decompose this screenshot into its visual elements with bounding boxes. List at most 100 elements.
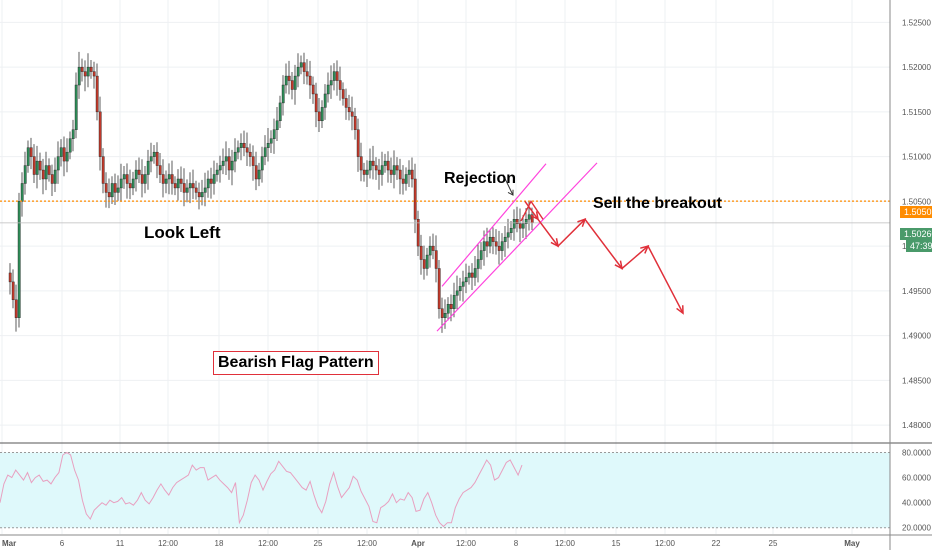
candle-body (344, 98, 348, 108)
channel-lower-line (436, 162, 598, 332)
candle-body (485, 241, 489, 247)
projection-arrowhead (530, 211, 540, 221)
candle-body (158, 165, 162, 175)
candle-body (194, 187, 198, 193)
x-tick-label: 12:00 (456, 539, 477, 548)
candles (8, 51, 534, 333)
candle-body (398, 169, 402, 180)
candle-body (215, 169, 219, 175)
candle-body (527, 214, 531, 220)
candle-body (266, 142, 270, 148)
candle-body (347, 107, 351, 113)
candle-body (473, 268, 477, 278)
x-tick-label: 12:00 (555, 539, 576, 548)
candle-body (353, 116, 357, 130)
candle-body (53, 169, 57, 184)
candle-body (293, 75, 297, 90)
candle-body (155, 151, 159, 166)
candle-body (320, 107, 324, 122)
candle-body (152, 151, 156, 157)
candle-body (41, 169, 45, 180)
candle-body (455, 290, 459, 296)
x-tick-label: 6 (60, 539, 65, 548)
candle-body (59, 147, 63, 157)
candle-body (17, 201, 21, 318)
candle-body (212, 174, 216, 184)
channel-upper-line (441, 163, 547, 287)
candle-body (248, 151, 252, 157)
candle-body (341, 89, 345, 99)
candle-body (518, 223, 522, 229)
candle-body (338, 80, 342, 90)
candle-body (350, 111, 354, 117)
candle-body (305, 71, 309, 77)
drawings (436, 162, 684, 332)
projection-arrowhead (676, 305, 684, 315)
candle-body (161, 174, 165, 184)
x-tick-label: 8 (514, 539, 519, 548)
candle-body (380, 165, 384, 175)
candle-body (227, 156, 231, 171)
x-tick-label: 22 (712, 539, 721, 548)
candle-body (497, 245, 501, 251)
candle-body (137, 169, 141, 175)
candle-body (434, 250, 438, 269)
osc-tick-label: 40.0000 (902, 499, 931, 508)
candle-body (377, 169, 381, 175)
osc-tick-label: 20.0000 (902, 524, 931, 533)
candle-body (425, 254, 429, 269)
candle-body (446, 304, 450, 314)
candle-body (89, 66, 93, 72)
candle-body (182, 183, 186, 193)
candle-body (302, 62, 306, 72)
candle-body (437, 268, 441, 309)
candle-body (251, 156, 255, 166)
candle-body (512, 219, 516, 229)
candle-body (428, 245, 432, 256)
candle-body (335, 71, 339, 81)
x-tick-label: 11 (116, 539, 125, 548)
candle-body (77, 66, 81, 86)
candle-body (143, 174, 147, 184)
rejection-zigzag (520, 199, 544, 222)
candle-body (26, 147, 30, 166)
candle-body (326, 84, 330, 95)
candle-body (317, 111, 321, 122)
x-tick-label: 12:00 (357, 539, 378, 548)
candle-body (356, 129, 360, 157)
candle-body (44, 165, 48, 180)
candle-body (233, 151, 237, 162)
candle-body (470, 272, 474, 278)
candle-body (524, 219, 528, 224)
candle-body (389, 169, 393, 175)
candle-body (197, 192, 201, 198)
candle-body (494, 241, 498, 247)
candle-body (416, 219, 420, 247)
candle-body (386, 160, 390, 171)
candle-body (284, 75, 288, 86)
candle-body (176, 178, 180, 189)
candle-body (257, 169, 261, 180)
x-tick-label: 18 (215, 539, 224, 548)
x-tick-label: 15 (612, 539, 621, 548)
candle-body (419, 245, 423, 260)
candle-body (8, 272, 12, 283)
sell-breakout-annotation: Sell the breakout (593, 195, 722, 212)
candle-body (65, 151, 69, 162)
candle-body (179, 178, 183, 184)
candle-body (122, 174, 126, 180)
grid (0, 0, 890, 534)
projection-arrowhead (640, 244, 650, 254)
candle-body (71, 129, 75, 139)
candle-body (185, 187, 189, 193)
candle-body (503, 236, 507, 242)
candle-body (83, 71, 87, 77)
candle-body (260, 156, 264, 171)
candle-body (458, 286, 462, 292)
candle-body (272, 129, 276, 139)
x-tick-label: 25 (314, 539, 323, 548)
candle-body (449, 304, 453, 309)
candle-body (329, 80, 333, 86)
